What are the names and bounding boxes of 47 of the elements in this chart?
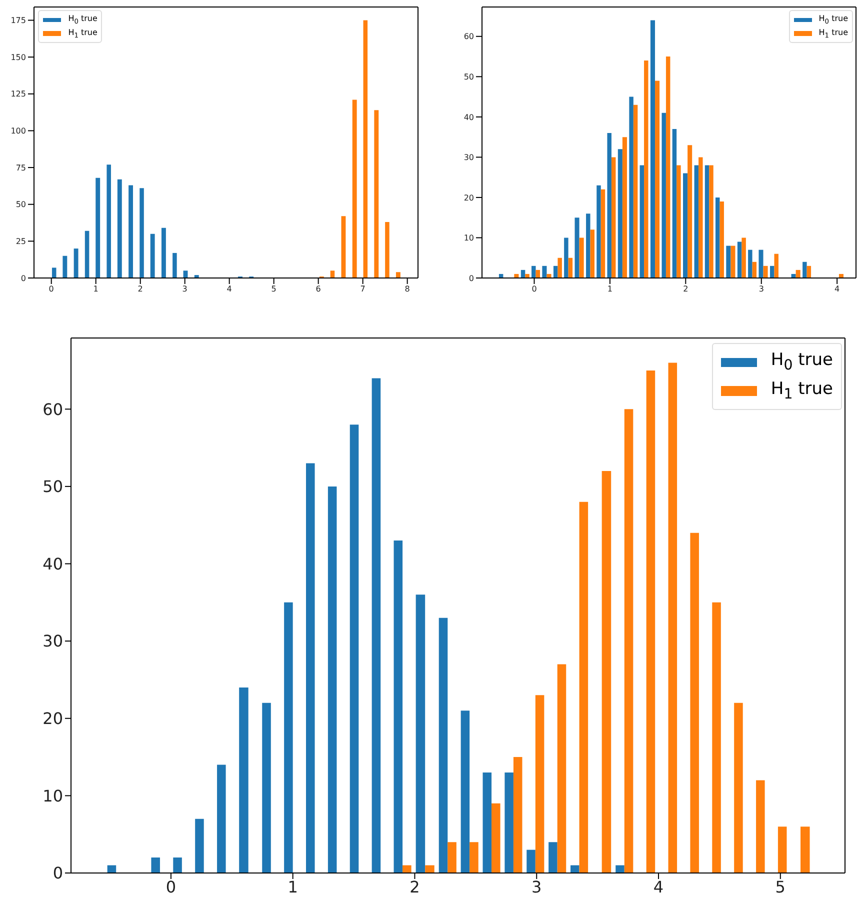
y-tick-label: 0 (468, 274, 474, 283)
x-tick-label: 3 (182, 284, 188, 294)
x-tick-label: 0 (166, 877, 176, 896)
legend-label: H$_{1}$ true (68, 26, 98, 40)
x-tick-label: 1 (607, 284, 612, 294)
legend-label: H$_{0}$ true (770, 349, 833, 376)
x-tick-label: 0 (532, 284, 537, 294)
y-tick-label: 50 (464, 72, 474, 82)
y-tick-label: 30 (42, 632, 63, 651)
y-tick-label: 60 (464, 32, 474, 42)
y-tick-label: 40 (464, 112, 474, 122)
y-tick-label: 10 (42, 786, 63, 806)
x-tick-label: 7 (360, 284, 366, 294)
x-tick-label: 2 (683, 284, 688, 294)
x-tick-label: 8 (404, 284, 410, 294)
y-tick-label: 50 (42, 477, 63, 496)
x-tick-label: 4 (226, 284, 232, 294)
y-tick-label: 150 (10, 52, 26, 62)
y-tick-label: 75 (16, 163, 26, 172)
y-tick-label: 175 (10, 16, 26, 26)
x-tick-label: 3 (758, 284, 764, 294)
x-tick-label: 1 (93, 284, 98, 294)
x-tick-label: 1 (288, 877, 298, 896)
y-tick-label: 20 (42, 709, 63, 728)
x-tick-label: 4 (834, 284, 840, 294)
legend-label: H$_{1}$ true (770, 378, 833, 404)
y-tick-label: 20 (464, 193, 474, 202)
y-tick-label: 100 (10, 126, 26, 136)
y-tick-label: 40 (42, 554, 63, 574)
x-tick-label: 5 (775, 877, 786, 896)
legend-label: H$_{0}$ true (818, 13, 848, 27)
y-tick-label: 125 (10, 90, 26, 99)
legend-label: H$_{1}$ true (818, 26, 848, 40)
y-tick-label: 0 (20, 274, 26, 283)
x-tick-label: 3 (532, 877, 542, 896)
x-tick-label: 4 (653, 877, 664, 896)
x-tick-label: 2 (138, 284, 143, 294)
x-tick-label: 5 (271, 284, 276, 294)
legend-label: H$_{0}$ true (68, 13, 98, 27)
y-tick-label: 25 (16, 237, 26, 246)
y-tick-label: 50 (16, 200, 26, 210)
x-tick-label: 6 (316, 284, 321, 294)
x-tick-label: 2 (410, 877, 420, 896)
y-tick-label: 30 (464, 153, 474, 162)
y-tick-label: 60 (42, 400, 63, 419)
y-tick-label: 10 (464, 234, 474, 243)
y-tick-label: 0 (52, 864, 63, 883)
